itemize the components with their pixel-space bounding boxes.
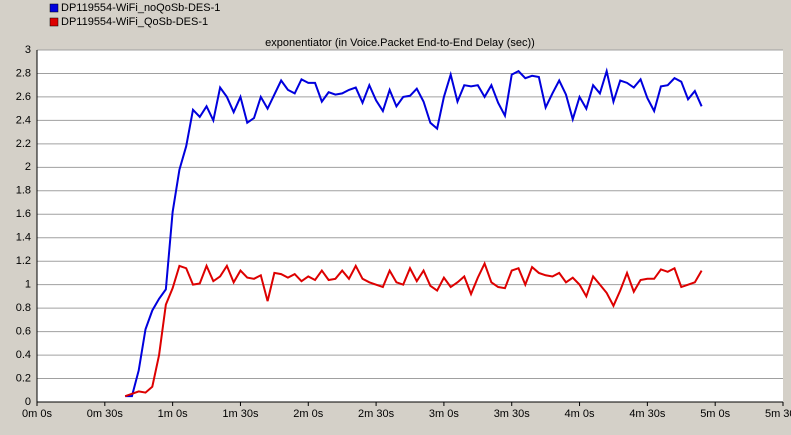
- y-tick-label: 0.2: [16, 372, 31, 384]
- y-tick-label: 1.8: [16, 185, 31, 197]
- y-tick-label: 0.4: [16, 349, 31, 361]
- legend-label: DP119554-WiFi_noQoSb-DES-1: [61, 2, 220, 14]
- x-tick-label: 4m 30s: [629, 408, 666, 420]
- x-tick-label: 5m 0s: [700, 408, 730, 420]
- plot-area: [37, 50, 783, 402]
- y-tick-label: 1: [25, 279, 31, 291]
- y-tick-label: 0.8: [16, 302, 31, 314]
- x-tick-label: 3m 0s: [429, 408, 459, 420]
- y-tick-label: 1.2: [16, 255, 31, 267]
- x-tick-label: 5m 30s: [765, 408, 791, 420]
- series-line: [125, 67, 703, 398]
- y-tick-label: 2.2: [16, 138, 31, 150]
- y-tick-label: 0.6: [16, 326, 31, 338]
- y-tick-label: 1.4: [16, 232, 31, 244]
- y-tick-label: 2.6: [16, 91, 31, 103]
- x-tick-label: 2m 0s: [293, 408, 323, 420]
- y-tick-label: 2.8: [16, 67, 31, 79]
- y-tick-label: 1.6: [16, 208, 31, 220]
- x-tick-label: 2m 30s: [358, 408, 395, 420]
- y-tick-label: 3: [25, 44, 31, 56]
- x-tick-label: 3m 30s: [494, 408, 531, 420]
- x-tick-label: 1m 0s: [158, 408, 188, 420]
- chart-title: exponentiator (in Voice.Packet End-to-En…: [265, 37, 535, 49]
- y-tick-label: 2: [25, 161, 31, 173]
- x-tick-label: 4m 0s: [565, 408, 595, 420]
- legend-swatch: [49, 17, 59, 27]
- x-tick-label: 1m 30s: [222, 408, 259, 420]
- y-tick-label: 0: [25, 396, 31, 408]
- x-tick-label: 0m 0s: [22, 408, 52, 420]
- y-tick-label: 2.4: [16, 114, 31, 126]
- series-line: [124, 260, 703, 398]
- legend-swatch: [49, 3, 59, 13]
- legend-label: DP119554-WiFi_QoSb-DES-1: [61, 16, 208, 28]
- x-tick-label: 0m 30s: [87, 408, 124, 420]
